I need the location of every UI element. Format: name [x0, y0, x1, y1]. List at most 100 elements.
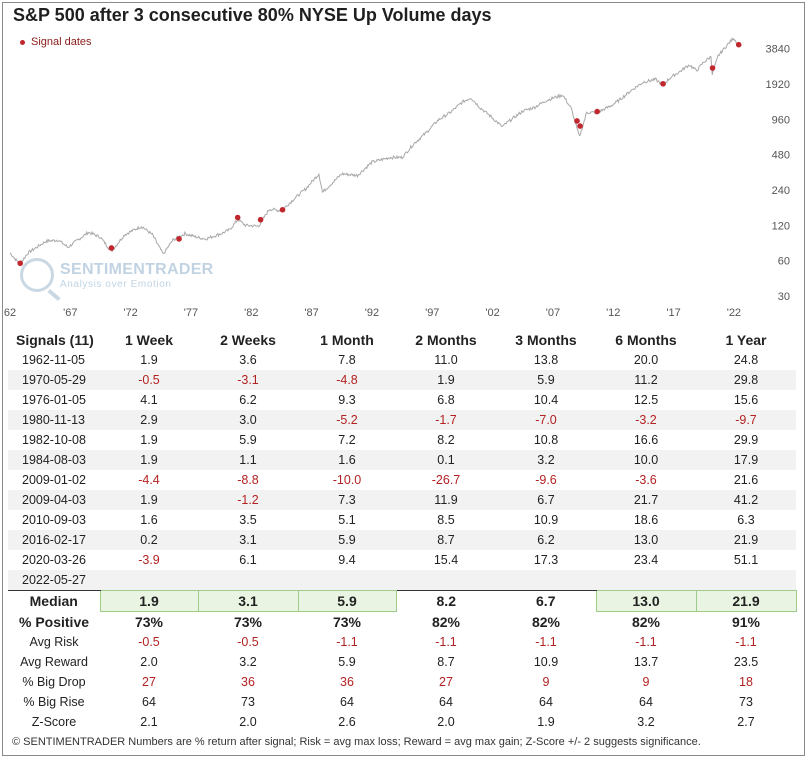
stat-cell: 9: [542, 675, 550, 689]
signal-point: [17, 260, 24, 267]
x-tick-label: '67: [63, 307, 77, 319]
signal-date: 2020-03-26: [22, 553, 86, 567]
x-tick-label: '97: [425, 307, 439, 319]
percent-positive-cell: 82%: [531, 613, 561, 630]
stat-cell: 73: [739, 695, 753, 709]
return-cell: 21.9: [696, 530, 796, 550]
return-cell: 1.6: [140, 513, 158, 527]
period-header: 2 Weeks: [220, 332, 276, 348]
return-cell: 10.8: [533, 433, 559, 447]
return-cell: 12.5: [633, 393, 659, 407]
x-tick-label: '77: [184, 307, 198, 319]
return-cell: 18.6: [633, 513, 659, 527]
return-cell: 1.6: [298, 450, 396, 470]
stat-cell: 3.2: [239, 655, 257, 669]
signals-count-header: Signals (11): [16, 332, 94, 348]
percent-positive-cell: 82%: [431, 613, 461, 630]
signal-date: 2010-09-03: [22, 513, 86, 527]
stat-cell: -1.1: [535, 635, 557, 649]
return-cell: 1.9: [100, 450, 198, 470]
stat-label: % Big Rise: [23, 695, 85, 709]
signal-date: 1970-05-29: [8, 370, 100, 390]
return-cell: 7.8: [338, 353, 356, 367]
return-cell: 21.6: [733, 473, 759, 487]
return-cell: -9.7: [696, 410, 796, 430]
median-cell: 1.9: [99, 590, 199, 612]
stat-cell: 5.9: [338, 655, 356, 669]
stat-cell: 64: [639, 695, 653, 709]
stat-cell: 18: [739, 675, 753, 689]
period-header: 2 Months: [415, 332, 477, 348]
stat-cell: 64: [340, 695, 354, 709]
return-cell: -1.2: [198, 490, 298, 510]
return-cell: 9.3: [338, 393, 356, 407]
stat-cell: 27: [439, 675, 453, 689]
table-row: 2009-01-02 -4.4 -8.8 -10.0 -26.7 -9.6 -3.6 21.6: [8, 470, 796, 490]
x-tick-label: '12: [606, 307, 620, 319]
return-cell: 9.4: [338, 553, 356, 567]
table-row: 1984-08-03 1.9 1.1 1.6 0.1 3.2 10.0 17.9: [8, 450, 796, 470]
return-cell: 6.1: [239, 553, 257, 567]
return-cell: [696, 570, 796, 591]
return-cell: -8.8: [237, 473, 259, 487]
stat-cell: -0.5: [138, 635, 160, 649]
return-cell: 10.4: [533, 393, 559, 407]
return-cell: -26.7: [431, 473, 461, 487]
stat-cell: 64: [439, 695, 453, 709]
return-cell: 5.9: [496, 370, 596, 390]
signal-date: 1984-08-03: [8, 450, 100, 470]
return-cell: 3.2: [496, 450, 596, 470]
median-cell: 5.9: [297, 590, 397, 612]
return-cell: -4.8: [298, 370, 396, 390]
y-tick-label: 120: [772, 220, 790, 232]
return-cell: -5.2: [298, 410, 396, 430]
y-tick-label: 3840: [766, 44, 790, 56]
return-cell: 20.0: [633, 353, 659, 367]
return-cell: 7.2: [338, 433, 356, 447]
median-cell: 6.7: [496, 590, 596, 612]
return-cell: 5.1: [338, 513, 356, 527]
y-tick-label: 1920: [766, 79, 790, 91]
median-cell: 13.0: [595, 590, 697, 612]
price-line: [9, 37, 740, 265]
x-tick-label: '82: [244, 307, 258, 319]
signal-date: 2022-05-27: [8, 570, 100, 591]
percent-positive-cell: 73%: [134, 614, 164, 630]
footer-note: © SENTIMENTRADER Numbers are % return af…: [12, 736, 701, 748]
return-cell: 41.2: [696, 490, 796, 510]
period-header: 1 Year: [725, 332, 767, 348]
table-row: 1976-01-05 4.1 6.2 9.3 6.8 10.4 12.5 15.6: [8, 390, 796, 410]
median-cell: 8.2: [396, 590, 496, 612]
stat-label: Z-Score: [31, 715, 77, 729]
return-cell: 29.9: [733, 433, 759, 447]
return-cell: 17.9: [696, 450, 796, 470]
stat-cell: -1.1: [735, 635, 757, 649]
period-header: 1 Month: [320, 332, 374, 348]
signal-point: [594, 108, 601, 115]
median-cell: 21.9: [695, 590, 797, 612]
return-cell: -3.2: [596, 410, 696, 430]
return-cell: 21.7: [596, 490, 696, 510]
stat-row: % Big Drop 27 36 36 27 9 9 18: [8, 672, 796, 692]
return-cell: [496, 570, 596, 591]
signal-point: [709, 65, 716, 71]
return-cell: 51.1: [733, 553, 759, 567]
table-row: 2009-04-03 1.9 -1.2 7.3 11.9 6.7 21.7 41.2: [8, 490, 796, 510]
period-header: 1 Week: [125, 332, 173, 348]
period-header: 3 Months: [515, 332, 577, 348]
stat-cell: 8.7: [437, 655, 455, 669]
stat-cell: 64: [142, 695, 156, 709]
return-cell: 5.9: [239, 433, 257, 447]
signal-date: 1982-10-08: [22, 433, 86, 447]
signal-point: [574, 118, 580, 124]
signal-point: [735, 41, 742, 48]
return-cell: 17.3: [533, 553, 559, 567]
stat-cell: 2.1: [140, 715, 158, 729]
table-header: Signals (11) 1 Week 2 Weeks 1 Month 2 Months…: [8, 330, 796, 350]
watermark-tagline: Analysis over Emotion: [60, 278, 172, 290]
x-tick-label: '07: [546, 307, 560, 319]
median-cell: 3.1: [197, 590, 299, 612]
signal-point: [234, 214, 241, 221]
signal-date: 2016-02-17: [8, 530, 100, 550]
percent-positive-label: % Positive: [18, 613, 90, 630]
